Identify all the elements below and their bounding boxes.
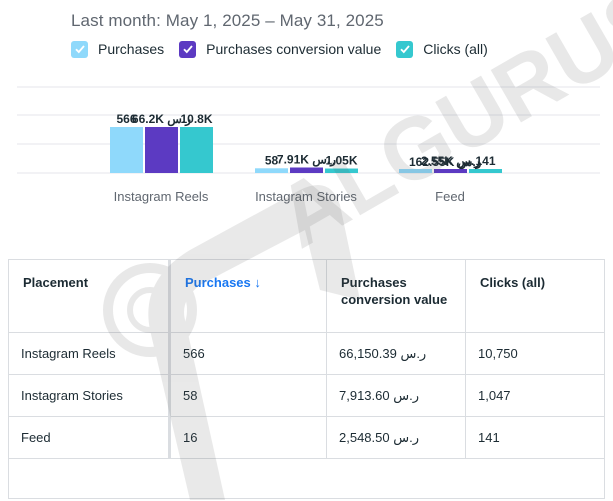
cell-clicks: 10,750	[465, 332, 605, 375]
cell-purchases: 566	[168, 332, 327, 375]
bar-data-label: 162.55K ر.س	[409, 155, 482, 170]
bar-instagram-stories-1[interactable]	[290, 167, 323, 173]
category-label: Feed	[435, 189, 465, 204]
bar-instagram-stories-2[interactable]	[325, 168, 358, 173]
bar-data-label: 1.05K	[325, 154, 357, 168]
bar-data-label: 141	[475, 154, 495, 168]
column-header-placement[interactable]: Placement	[8, 259, 170, 333]
date-range-label: Last month: May 1, 2025 – May 31, 2025	[71, 11, 384, 30]
placement-table: Placement Purchases ↓ Purchases conversi…	[8, 259, 605, 499]
bar-data-label: 58	[265, 153, 279, 167]
cell-conversion-value: 7,913.60 ر.س	[326, 374, 466, 417]
bar-data-label: 566	[116, 112, 136, 126]
cell-clicks: 141	[465, 416, 605, 459]
table-empty-row	[8, 458, 605, 499]
bar-instagram-stories-0[interactable]	[255, 168, 288, 173]
legend-purchases-conversion-value[interactable]: Purchases conversion value	[179, 40, 382, 58]
bar-data-label: 10.8K	[180, 112, 212, 126]
cell-placement: Instagram Stories	[8, 374, 170, 417]
cell-purchases: 58	[168, 374, 327, 417]
cell-clicks: 1,047	[465, 374, 605, 417]
legend-label: Purchases	[98, 41, 165, 57]
column-header-purchases[interactable]: Purchases ↓	[168, 259, 327, 333]
category-label: Instagram Reels	[114, 189, 209, 204]
category-label: Instagram Stories	[255, 189, 357, 204]
bar-instagram-reels-1[interactable]	[145, 127, 178, 173]
bar-instagram-reels-2[interactable]	[180, 127, 213, 173]
cell-placement: Feed	[8, 416, 170, 459]
bar-chart-svg: 566 58 66.2K ر.س 7.91K ر.س 2.55K ر.س 10.8K 1.0…	[17, 86, 600, 204]
checkbox-checked-icon[interactable]	[396, 40, 414, 58]
bar-data-label: 7.91K ر.س	[277, 152, 336, 167]
cell-conversion-value: 66,150.39 ر.س	[326, 332, 466, 375]
table-row[interactable]: Feed 16 2,548.50 ر.س 141	[8, 416, 605, 459]
table-row[interactable]: Instagram Stories 58 7,913.60 ر.س 1,047	[8, 374, 605, 417]
empty-cell	[8, 458, 605, 499]
checkbox-checked-icon[interactable]	[71, 40, 88, 58]
bar-data-label: 2.55K ر.س	[421, 154, 480, 169]
column-header-purchases-conversion-value[interactable]: Purchases conversion value	[326, 259, 466, 333]
bar-data-label: 66.2K ر.س	[132, 112, 191, 127]
cell-conversion-value: 2,548.50 ر.س	[326, 416, 466, 459]
bar-feed-0[interactable]	[399, 169, 432, 173]
checkbox-checked-icon[interactable]	[179, 40, 197, 58]
placement-bar-chart: 566 58 66.2K ر.س 7.91K ر.س 2.55K ر.س 10.8K 1.0…	[0, 70, 613, 215]
column-header-clicks-all[interactable]: Clicks (all)	[465, 259, 605, 333]
table-header-row: Placement Purchases ↓ Purchases conversi…	[8, 259, 605, 333]
cell-purchases: 16	[168, 416, 327, 459]
table-row[interactable]: Instagram Reels 566 66,150.39 ر.س 10,750	[8, 332, 605, 375]
legend-clicks-all[interactable]: Clicks (all)	[396, 40, 488, 58]
bar-feed-1[interactable]	[434, 169, 467, 173]
bar-instagram-reels-0[interactable]	[110, 127, 143, 173]
legend-label: Clicks (all)	[423, 41, 488, 57]
legend-purchases[interactable]: Purchases	[71, 40, 165, 58]
chart-legend: Purchases Purchases conversion value Cli…	[71, 40, 503, 58]
bar-feed-2[interactable]	[469, 169, 502, 173]
cell-placement: Instagram Reels	[8, 332, 170, 375]
legend-label: Purchases conversion value	[206, 41, 382, 57]
